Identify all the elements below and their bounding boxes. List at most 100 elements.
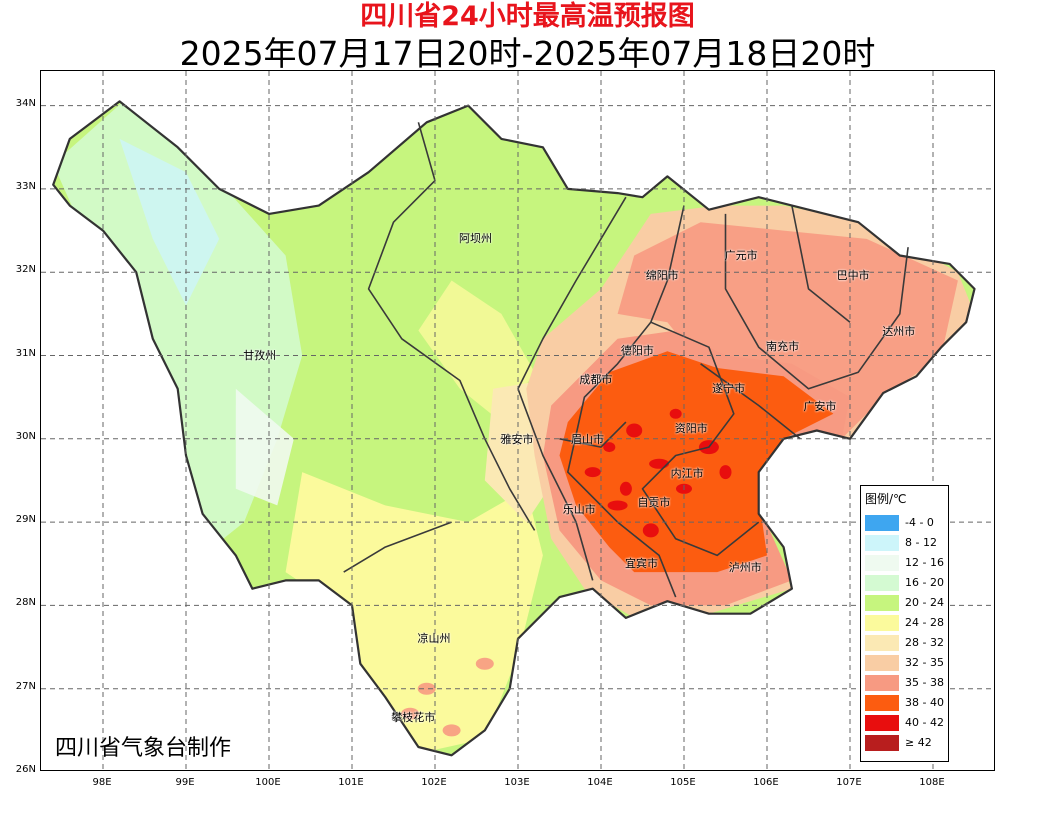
map-title: 四川省24小时最高温预报图: [360, 1, 695, 32]
x-tick-label: 98E: [92, 777, 112, 788]
city-boundary-3: [566, 205, 685, 598]
legend-label: 24 - 28: [905, 616, 944, 629]
zone-12-16: [235, 388, 294, 506]
city-label: 遂宁市: [712, 381, 746, 395]
hotspot-40-42: [626, 423, 643, 438]
y-tick-label: 33N: [15, 180, 36, 192]
legend-swatch: [865, 615, 899, 631]
legend-label: 38 - 40: [905, 696, 944, 709]
city-label: 绵阳市: [645, 269, 679, 283]
hotspot-40-42: [669, 408, 682, 419]
hotspot-40-42: [649, 458, 670, 469]
zone-38-40: [559, 351, 834, 573]
legend-swatch: [865, 715, 899, 731]
zone-8-12: [119, 138, 220, 306]
x-tick-label: 106E: [753, 777, 779, 788]
city-label: 广元市: [724, 248, 758, 262]
legend-label: 12 - 16: [905, 556, 944, 569]
legend-item: 38 - 40: [865, 695, 947, 713]
legend-swatch: [865, 515, 899, 531]
y-tick-label: 31N: [15, 347, 36, 359]
legend-label: -4 - 0: [905, 516, 934, 529]
legend-label: 20 - 24: [905, 596, 944, 609]
legend-swatch: [865, 535, 899, 551]
city-label: 雅安市: [500, 433, 534, 447]
hotspot-40-42: [619, 481, 632, 496]
legend-swatch: [865, 655, 899, 671]
legend-swatch: [865, 555, 899, 571]
x-tick-label: 101E: [338, 777, 364, 788]
legend-swatch: [865, 595, 899, 611]
hotspot-40-42: [603, 442, 616, 453]
temperature-map: [41, 71, 994, 770]
y-tick-label: 28N: [15, 597, 36, 609]
y-tick-label: 26N: [15, 764, 36, 775]
legend-item: 24 - 28: [865, 615, 947, 633]
legend-item: 32 - 35: [865, 655, 947, 673]
legend-item: 12 - 16: [865, 555, 947, 573]
legend-title: 图例/℃: [865, 492, 907, 506]
zone-24-28-south: [285, 472, 543, 756]
hotspot-40-42: [719, 465, 732, 480]
legend-label: 32 - 35: [905, 656, 944, 669]
warm-patch: [442, 724, 461, 737]
y-tick-label: 27N: [15, 680, 36, 692]
city-boundary-2: [343, 521, 452, 573]
x-tick-label: 105E: [670, 777, 696, 788]
city-label: 泸州市: [728, 560, 762, 574]
legend-item: 20 - 24: [865, 595, 947, 613]
legend-item: 28 - 32: [865, 635, 947, 653]
zone-35-38-northeast: [617, 222, 958, 439]
city-label: 乐山市: [562, 502, 596, 516]
legend-item: 35 - 38: [865, 675, 947, 693]
legend-label: 8 - 12: [905, 536, 937, 549]
city-label: 眉山市: [571, 433, 605, 447]
city-boundary-5: [791, 205, 851, 323]
city-label: 资阳市: [674, 421, 708, 435]
city-label: 德阳市: [620, 344, 654, 358]
city-label: 甘孜州: [243, 348, 277, 362]
y-tick-label: 30N: [15, 430, 36, 442]
x-tick-label: 103E: [504, 777, 530, 788]
city-label: 巴中市: [836, 269, 870, 283]
x-tick-label: 99E: [175, 777, 195, 788]
legend-swatch: [865, 675, 899, 691]
hotspot-40-42: [607, 500, 628, 511]
legend-item: 40 - 42: [865, 715, 947, 733]
legend-label: 35 - 38: [905, 676, 944, 689]
x-tick-label: 104E: [587, 777, 613, 788]
city-label: 凉山州: [417, 631, 451, 645]
legend-swatch: [865, 735, 899, 751]
city-boundary-4: [724, 213, 909, 390]
city-label: 南充市: [766, 340, 800, 354]
hotspot-40-42: [642, 523, 659, 538]
x-tick-label: 100E: [255, 777, 281, 788]
warm-patch: [401, 707, 420, 720]
map-frame: [40, 70, 995, 771]
city-label: 达州市: [882, 325, 916, 339]
warm-patch: [417, 682, 436, 695]
legend-item: 8 - 12: [865, 535, 947, 553]
city-label: 广安市: [803, 400, 837, 414]
zone-24-28-west: [418, 280, 535, 423]
legend-swatch: [865, 575, 899, 591]
x-tick-label: 102E: [421, 777, 447, 788]
legend-label: 28 - 32: [905, 636, 944, 649]
y-tick-label: 34N: [15, 97, 36, 109]
legend-label: 16 - 20: [905, 576, 944, 589]
city-label: 阿坝州: [459, 231, 492, 245]
city-boundary-7: [700, 363, 801, 440]
legend-item: ≥ 42: [865, 735, 947, 753]
hotspot-40-42: [584, 467, 601, 478]
legend-label: ≥ 42: [905, 736, 932, 749]
legend-item: -4 - 0: [865, 515, 947, 533]
legend: 图例/℃ -4 - 0 8 - 12 12 - 16 16 - 20 20 - 24 24…: [860, 485, 949, 762]
city-label: 内江市: [670, 466, 704, 480]
city-label: 自贡市: [637, 495, 671, 509]
legend-swatch: [865, 695, 899, 711]
x-tick-label: 107E: [836, 777, 862, 788]
x-tick-label: 108E: [919, 777, 945, 788]
city-boundary-8: [559, 421, 627, 448]
province-outline: [52, 100, 976, 757]
city-label: 攀枝花市: [391, 710, 436, 724]
